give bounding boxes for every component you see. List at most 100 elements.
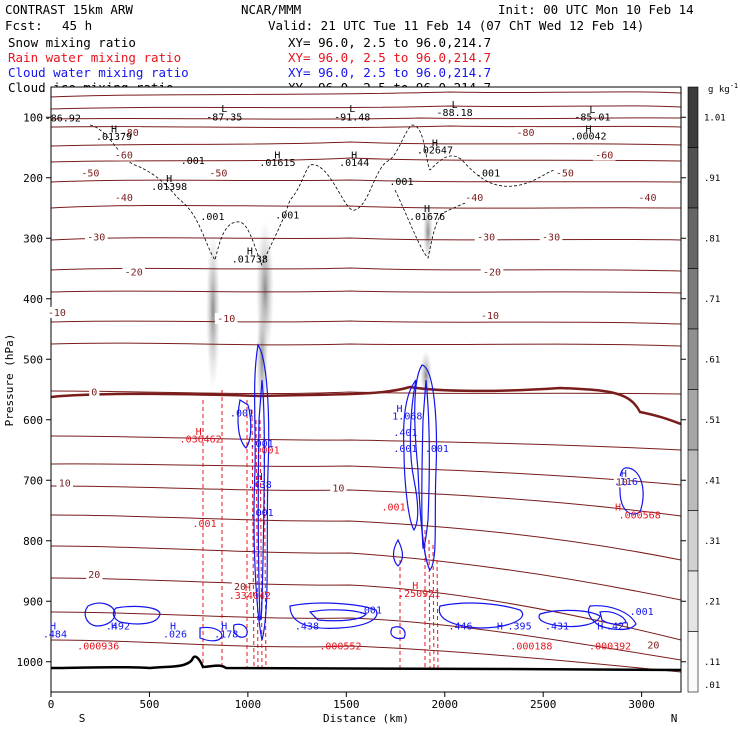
colorbar-box — [687, 449, 699, 511]
rain-water-label: .036462 — [180, 435, 222, 446]
colorbar-ticks: 1.01 .91 .81 .71 .61 .51 .41 .31 .21 .11 .01 — [704, 113, 726, 691]
x-tick-label: 2000 — [432, 698, 459, 711]
temperature-label-bg — [89, 386, 100, 398]
colorbar-box — [687, 147, 699, 209]
cloud-ice-label: .001 — [275, 210, 299, 221]
cloud-water-label: .395 — [508, 622, 532, 633]
org-label: NCAR/MMM — [241, 2, 301, 17]
cloud-water-label: .001 — [250, 508, 274, 519]
temperature-label-bg — [478, 309, 502, 321]
rain-water-label: .000392 — [589, 642, 631, 653]
cloud-water-label: .401 — [393, 428, 417, 439]
colorbar-tick-label: .71 — [704, 295, 720, 305]
rain-water-label: .000936 — [77, 642, 119, 653]
colorbar: g kg-1 1.01 .91 .81 .71 .61 .51 .41 .31 .21 .11 .0… — [687, 82, 738, 693]
cloud-ice-label: H — [585, 124, 591, 135]
model-title: CONTRAST 15km ARW — [5, 2, 133, 17]
temperature-label: -30 — [87, 232, 105, 243]
cloud-water-label: H — [111, 622, 117, 633]
cloud-water-label: H — [50, 622, 56, 633]
init-time: Init: 00 UTC Mon 10 Feb 14 — [498, 2, 694, 17]
y-tick-label: 1000 — [17, 656, 44, 669]
y-axis-title: Pressure (hPa) — [3, 334, 16, 427]
cloud-ice-label: .001 — [181, 156, 205, 167]
rain-water-label: .000552 — [319, 642, 361, 653]
temperature-label-bg — [56, 477, 73, 489]
rain-water-label: H — [615, 502, 621, 513]
temperature-label-bg — [84, 231, 108, 243]
x-tick-label: 0 — [48, 698, 55, 711]
cloud-ice-label: .01379 — [96, 132, 132, 143]
cloud-ice-label: -85.01 — [574, 112, 610, 123]
temperature-label: 0 — [91, 388, 97, 399]
cloud-ice-label: L — [589, 105, 595, 116]
colorbar-box — [687, 86, 699, 148]
cloud-water-label: H — [597, 622, 603, 633]
temperature-label-bg — [553, 167, 577, 179]
cloud-water-label: .178 — [214, 630, 238, 641]
temperature-label-bg — [636, 191, 659, 203]
cloud-ice-label: L — [349, 104, 355, 115]
cloud-water-label: .001 — [230, 409, 254, 420]
colorbar-unit: g kg-1 — [708, 82, 738, 95]
colorbar-tick-label: .81 — [704, 234, 720, 244]
cloud-water-contours — [84, 343, 644, 642]
temperature-label: -30 — [477, 232, 495, 243]
colorbar-tick-label: .11 — [704, 658, 720, 668]
colorbar-box — [687, 389, 699, 451]
field-legend: Snow mixing ratio XY= 96.0, 2.5 to 96.0,… — [8, 35, 491, 95]
forecast-value: 45 h — [62, 18, 92, 33]
y-tick-label: 700 — [23, 474, 43, 487]
temperature-label-bg — [112, 149, 136, 161]
colorbar-tick-label: .31 — [704, 537, 720, 547]
cloud-water-label: .431 — [545, 622, 569, 633]
y-tick-label: 400 — [23, 293, 43, 306]
cloud-ice-label: .02647 — [417, 146, 453, 157]
y-tick-label: 200 — [23, 172, 43, 185]
colorbar-box — [687, 328, 699, 390]
temperature-label-bg — [45, 306, 69, 318]
colorbar-tick-label: .91 — [704, 174, 720, 184]
temperature-label: -20 — [483, 267, 501, 278]
cloud-water-label: .421 — [606, 622, 630, 633]
y-tick-label: 500 — [23, 353, 43, 366]
cloud-water-label: .446 — [448, 622, 472, 633]
cloud-ice-label: -86.92 — [45, 113, 81, 124]
temperature-contour-labels: -80 -80 -60 -60 -50 -50 -50 -40 -40 -40 -30 -30 -30 -… — [45, 127, 662, 652]
cloud-water-label: H — [621, 469, 627, 480]
cloud-water-label: H — [497, 622, 503, 633]
rain-water-label: H — [412, 581, 418, 592]
rain-water-label: .001 — [382, 502, 406, 513]
cloud-ice-label: H — [424, 204, 430, 215]
cloud-water-label: .026 — [163, 630, 187, 641]
cloud-water-label: H — [170, 622, 176, 633]
field-xy-snow: XY= 96.0, 2.5 to 96.0,214.7 — [288, 35, 491, 50]
cloud-water-label: 1.068 — [392, 412, 422, 423]
cloud-water-label: .438 — [295, 622, 319, 633]
field-name-rain: Rain water mixing ratio — [8, 50, 181, 65]
y-tick-label: 800 — [23, 535, 43, 548]
cloud-ice-label: .0144 — [339, 158, 369, 169]
plot-frame — [50, 86, 682, 693]
y-tick-label: 100 — [23, 111, 43, 124]
temperature-label: -10 — [217, 314, 235, 325]
zero-isotherm — [51, 385, 681, 426]
temperature-label-bg — [539, 231, 563, 243]
cloud-ice-label: H — [432, 138, 438, 149]
rain-water-label: H — [196, 427, 202, 438]
temperature-label-bg — [79, 167, 102, 179]
colorbar-tick-label: .01 — [704, 681, 720, 691]
y-tick-label: 900 — [23, 595, 43, 608]
cloud-ice-label: H — [247, 247, 253, 258]
rain-water-labels: H.036462.001.001H.334042.000936.000552.0… — [77, 427, 661, 653]
x-tick-label: 3000 — [628, 698, 655, 711]
temperature-label: 10 — [59, 478, 71, 489]
cloud-ice-label: .01676 — [409, 212, 445, 223]
x-tick-label: 500 — [140, 698, 160, 711]
x-axis-end-label: N — [671, 712, 678, 725]
x-tick-label: 1000 — [235, 698, 262, 711]
cloud-ice-labels: L-87.35L-91.48L-88.18 L-85.01-86.92H.0137… — [45, 100, 611, 265]
cloud-ice-label: .001 — [476, 169, 500, 180]
